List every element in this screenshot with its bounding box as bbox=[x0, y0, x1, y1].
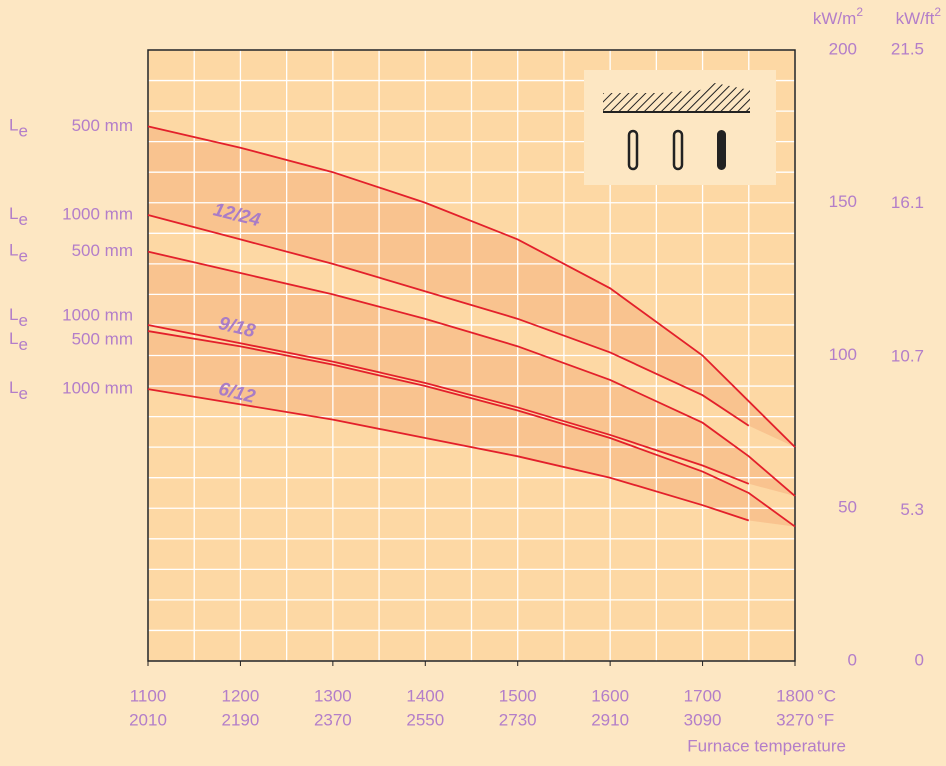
icon-tube bbox=[717, 130, 726, 170]
series-name: 500 mm bbox=[72, 241, 133, 260]
x2-tick-label: 2550 bbox=[406, 710, 444, 729]
y2-unit: kW/ft2 bbox=[896, 5, 942, 28]
symbol-base: L bbox=[9, 329, 18, 348]
series-name: 1000 mm bbox=[62, 305, 133, 324]
burner-icon bbox=[584, 70, 776, 185]
unit-sup: 2 bbox=[856, 5, 863, 19]
series-name: 500 mm bbox=[72, 329, 133, 348]
y2-tick-label: 16.1 bbox=[891, 193, 924, 212]
x-tick-label: 1100 bbox=[130, 686, 167, 705]
symbol-sub: e bbox=[18, 335, 27, 354]
series-label: Le bbox=[9, 329, 28, 354]
y2-tick-label: 5.3 bbox=[900, 500, 924, 519]
series-label: Le bbox=[9, 305, 28, 330]
y2-tick-label: 21.5 bbox=[891, 39, 924, 58]
unit-base: kW/ft bbox=[896, 9, 935, 28]
symbol-sub: e bbox=[18, 210, 27, 229]
icon-tube bbox=[627, 129, 639, 171]
x-tick-label: 1300 bbox=[314, 686, 352, 705]
x-tick-label: 1700 bbox=[684, 686, 722, 705]
symbol-sub: e bbox=[18, 122, 27, 141]
y-tick-label: 50 bbox=[838, 498, 857, 517]
y-unit: kW/m2 bbox=[813, 5, 863, 28]
y-tick-label: 100 bbox=[829, 345, 857, 364]
symbol-sub: e bbox=[18, 385, 27, 404]
y2-tick-label: 0 bbox=[915, 650, 924, 669]
series-label: Le bbox=[9, 379, 28, 404]
x-tick-label: 1400 bbox=[406, 686, 444, 705]
x2-tick-label: 2730 bbox=[499, 710, 537, 729]
line bbox=[147, 214, 750, 427]
symbol-base: L bbox=[9, 204, 18, 223]
series-name: 1000 mm bbox=[62, 204, 133, 223]
x-axis-label: Furnace temperature bbox=[687, 736, 846, 755]
unit-base: kW/m bbox=[813, 9, 856, 28]
symbol-sub: e bbox=[18, 311, 27, 330]
series-label: Le bbox=[9, 241, 28, 266]
symbol-base: L bbox=[9, 379, 18, 398]
line bbox=[147, 388, 750, 522]
icon-tube bbox=[672, 129, 684, 171]
unit-sup: 2 bbox=[934, 5, 941, 19]
x2-tick-label: 2910 bbox=[591, 710, 629, 729]
line bbox=[147, 250, 796, 497]
series-label: Le bbox=[9, 116, 28, 141]
symbol-base: L bbox=[9, 305, 18, 324]
x2-tick-label: 3090 bbox=[684, 710, 722, 729]
symbol-base: L bbox=[9, 241, 18, 260]
x-tick-label: 1800 bbox=[776, 686, 814, 705]
line bbox=[147, 330, 796, 528]
y-tick-label: 0 bbox=[848, 650, 857, 669]
x2-tick-label: 2370 bbox=[314, 710, 352, 729]
x2-tick-label: 3270 bbox=[776, 710, 814, 729]
x-tick-label: 1600 bbox=[591, 686, 629, 705]
icon-hatch bbox=[603, 83, 750, 112]
plot-frame bbox=[147, 49, 796, 662]
y-tick-label: 200 bbox=[829, 39, 857, 58]
line bbox=[147, 324, 750, 485]
x2-tick-label: 2010 bbox=[129, 710, 167, 729]
x-tick-label: 1500 bbox=[499, 686, 537, 705]
x2-tick-label: 2190 bbox=[222, 710, 260, 729]
x2-unit: °F bbox=[817, 710, 834, 729]
symbol-base: L bbox=[9, 116, 18, 135]
x-unit: °C bbox=[817, 686, 836, 705]
y2-tick-label: 10.7 bbox=[891, 346, 924, 365]
line bbox=[147, 125, 796, 448]
series-label: Le bbox=[9, 204, 28, 229]
series-name: 500 mm bbox=[72, 116, 133, 135]
symbol-sub: e bbox=[18, 247, 27, 266]
x-tick-label: 1200 bbox=[222, 686, 260, 705]
y-tick-label: 150 bbox=[829, 192, 857, 211]
series-name: 1000 mm bbox=[62, 379, 133, 398]
